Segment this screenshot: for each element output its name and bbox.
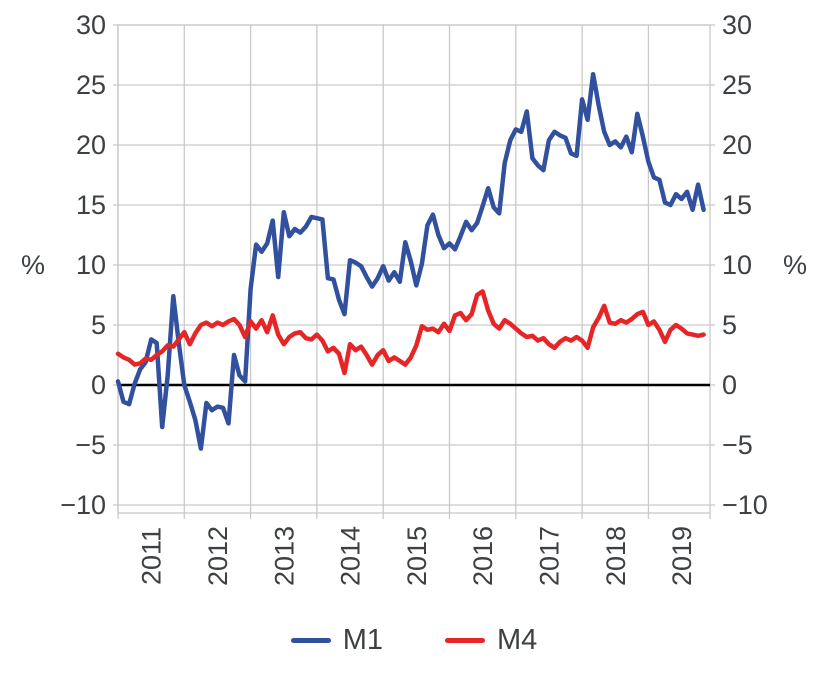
- y-tick-label-right: 10: [722, 250, 752, 280]
- axes: [113, 24, 715, 519]
- percent-label-right: %: [783, 250, 807, 280]
- x-tick-label: 2016: [468, 526, 498, 586]
- y-tick-label-right: −10: [722, 490, 768, 520]
- x-tick-label: 2014: [336, 526, 366, 586]
- y-tick-label-right: −5: [722, 430, 753, 460]
- m4-legend-label: M4: [497, 624, 538, 656]
- y-tick-label-right: 25: [722, 70, 752, 100]
- y-tick-label-left: 25: [76, 70, 106, 100]
- y-tick-label-left: 10: [76, 250, 106, 280]
- y-tick-label-left: −10: [60, 490, 106, 520]
- x-tick-label: 2013: [269, 526, 299, 586]
- y-tick-label-right: 0: [722, 370, 737, 400]
- y-tick-label-left: 30: [76, 10, 106, 40]
- m4-series-line: [115, 289, 706, 376]
- legend-item-m4: M4: [445, 626, 537, 655]
- y-tick-label-right: 30: [722, 10, 752, 40]
- y-tick-label-right: 5: [722, 310, 737, 340]
- x-tick-label: 2018: [601, 526, 631, 586]
- y-tick-label-right: 20: [722, 130, 752, 160]
- x-tick-label: 2011: [137, 527, 167, 585]
- m1-line-swatch: [290, 638, 331, 643]
- y-tick-label-left: 15: [76, 190, 106, 220]
- x-tick-label: 2012: [203, 526, 233, 586]
- series-lines: [115, 71, 706, 451]
- x-tick-label: 2015: [402, 526, 432, 586]
- percent-label-left: %: [21, 250, 45, 280]
- m1-series-line: [115, 71, 706, 451]
- m4-line-swatch: [445, 638, 485, 643]
- x-tick-label: 2017: [534, 526, 564, 586]
- plot-border: [117, 24, 711, 514]
- x-tick-label: 2019: [667, 526, 697, 586]
- m1-legend-label: M1: [342, 624, 383, 656]
- y-tick-label-left: 5: [91, 310, 106, 340]
- y-tick-label-left: −5: [75, 430, 106, 460]
- y-tick-label-left: 0: [91, 370, 106, 400]
- legend: M1 M4: [0, 626, 828, 655]
- y-tick-label-left: 20: [76, 130, 106, 160]
- y-tick-label-right: 15: [722, 190, 752, 220]
- legend-item-m1: M1: [290, 624, 383, 656]
